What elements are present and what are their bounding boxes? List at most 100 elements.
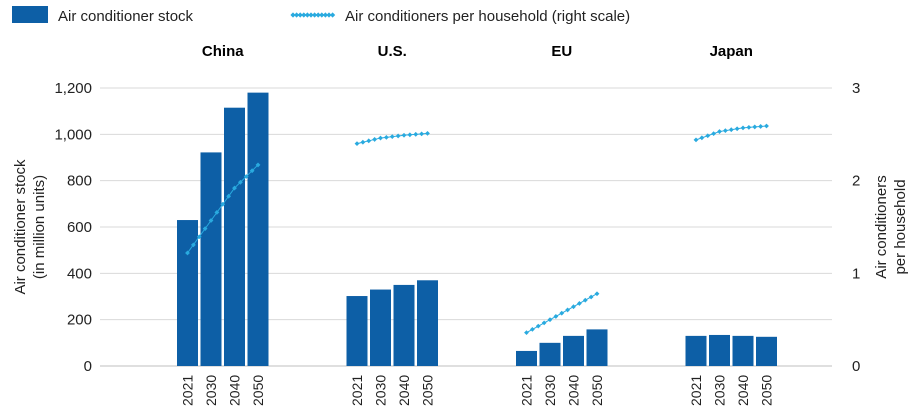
per-household-point (389, 134, 395, 140)
legend-line-marker (294, 12, 300, 18)
year-tick-label: 2030 (712, 375, 728, 406)
legend-bar-label: Air conditioner stock (58, 8, 194, 25)
y-left-tick-label: 800 (67, 173, 92, 190)
region-title: EU (551, 43, 572, 60)
per-household-point (764, 123, 769, 129)
region-title: U.S. (378, 43, 407, 60)
stock-bar (709, 334, 730, 366)
year-tick-label: 2040 (396, 375, 412, 406)
per-household-point (740, 125, 746, 131)
year-tick-label: 2050 (420, 375, 436, 406)
stock-bar (516, 350, 537, 366)
per-household-point (571, 304, 576, 310)
per-household-point (208, 218, 214, 223)
per-household-point (354, 141, 360, 146)
per-household-point (752, 124, 758, 130)
stock-bar (756, 336, 777, 366)
per-household-point (588, 294, 594, 300)
year-tick-label: 2021 (688, 375, 704, 406)
per-household-point (360, 139, 366, 145)
stock-bar (247, 92, 269, 366)
legend-line-marker (301, 12, 307, 18)
stock-bar (685, 335, 707, 366)
region-group-japan: Japan 2021 2030 2040 2050 (685, 43, 777, 406)
legend-line-marker (308, 12, 314, 18)
year-tick-label: 2021 (180, 375, 196, 406)
y-axis-right-label-line1: Air conditioners (873, 175, 890, 278)
per-household-point (559, 310, 565, 316)
year-tick-label: 2050 (250, 375, 266, 406)
legend-bar-swatch (12, 6, 48, 23)
per-household-point (699, 135, 705, 141)
per-household-point (243, 174, 249, 179)
per-household-point (185, 250, 190, 256)
legend-line-marker (326, 12, 332, 18)
y-left-tick-label: 600 (67, 219, 92, 236)
per-household-point (717, 129, 722, 134)
per-household-point (378, 135, 383, 141)
per-household-point (594, 291, 600, 297)
year-tick-label: 2050 (759, 375, 775, 406)
year-tick-label: 2050 (589, 375, 605, 406)
year-tick-label: 2040 (566, 375, 582, 406)
year-tick-label: 2040 (227, 375, 243, 406)
region-groups: China 2021 2030 2040 2050 U.S. 2021 2030 2040 205… (177, 43, 777, 406)
left-axis-ticks: 0 200 400 600 800 1,000 1,200 (54, 80, 92, 375)
year-tick-label: 2021 (349, 375, 365, 406)
stock-bar (393, 284, 415, 366)
y-axis-right-label-line2: per household (892, 179, 909, 274)
per-household-point (366, 138, 372, 144)
year-tick-label: 2030 (542, 375, 558, 406)
per-household-point (419, 131, 425, 137)
right-axis-ticks: 0 1 2 3 (852, 80, 860, 375)
per-household-point (214, 210, 220, 215)
year-tick-label: 2040 (735, 375, 751, 406)
per-household-point (758, 124, 764, 129)
year-tick-label: 2030 (203, 375, 219, 406)
per-household-point (237, 179, 243, 185)
region-group-china: China 2021 2030 2040 2050 (177, 43, 269, 406)
y-right-tick-label: 1 (852, 265, 860, 282)
legend-line-marker (330, 12, 336, 18)
y-right-tick-label: 3 (852, 80, 860, 97)
legend-line-marker (319, 12, 325, 18)
per-household-point (553, 314, 559, 319)
region-title: Japan (710, 43, 753, 60)
per-household-point (746, 124, 752, 130)
per-household-point (565, 307, 571, 313)
y-left-tick-label: 1,000 (54, 126, 92, 143)
y-left-tick-label: 400 (67, 265, 92, 282)
per-household-point (407, 132, 413, 138)
per-household-point (722, 128, 728, 134)
stock-bar (732, 335, 754, 366)
stock-bar (417, 280, 438, 366)
per-household-point (582, 297, 588, 303)
per-household-point (249, 168, 255, 174)
stock-bar (586, 329, 608, 366)
per-household-point (541, 320, 547, 326)
legend-line-marker (315, 12, 321, 18)
per-household-point (226, 193, 232, 199)
region-group-eu: EU 2021 2030 2040 2050 (516, 43, 608, 406)
per-household-point (232, 185, 237, 191)
per-household-point (395, 133, 401, 139)
per-household-point (711, 131, 717, 137)
stock-bar (200, 152, 222, 366)
per-household-point (728, 127, 734, 133)
per-household-point (425, 131, 430, 136)
per-household-point (413, 131, 419, 137)
year-tick-label: 2021 (519, 375, 535, 406)
stock-bar (370, 289, 391, 366)
per-household-point (576, 301, 582, 306)
per-household-point (693, 137, 699, 143)
legend-line-marker (297, 12, 303, 18)
per-household-point (734, 126, 740, 132)
per-household-point (196, 234, 202, 240)
stock-bar (177, 220, 198, 366)
per-household-point (383, 134, 389, 140)
stock-bar (224, 107, 245, 367)
y-left-tick-label: 0 (84, 358, 92, 375)
per-household-point (529, 326, 535, 332)
legend-line-label: Air conditioners per household (right sc… (345, 8, 630, 25)
